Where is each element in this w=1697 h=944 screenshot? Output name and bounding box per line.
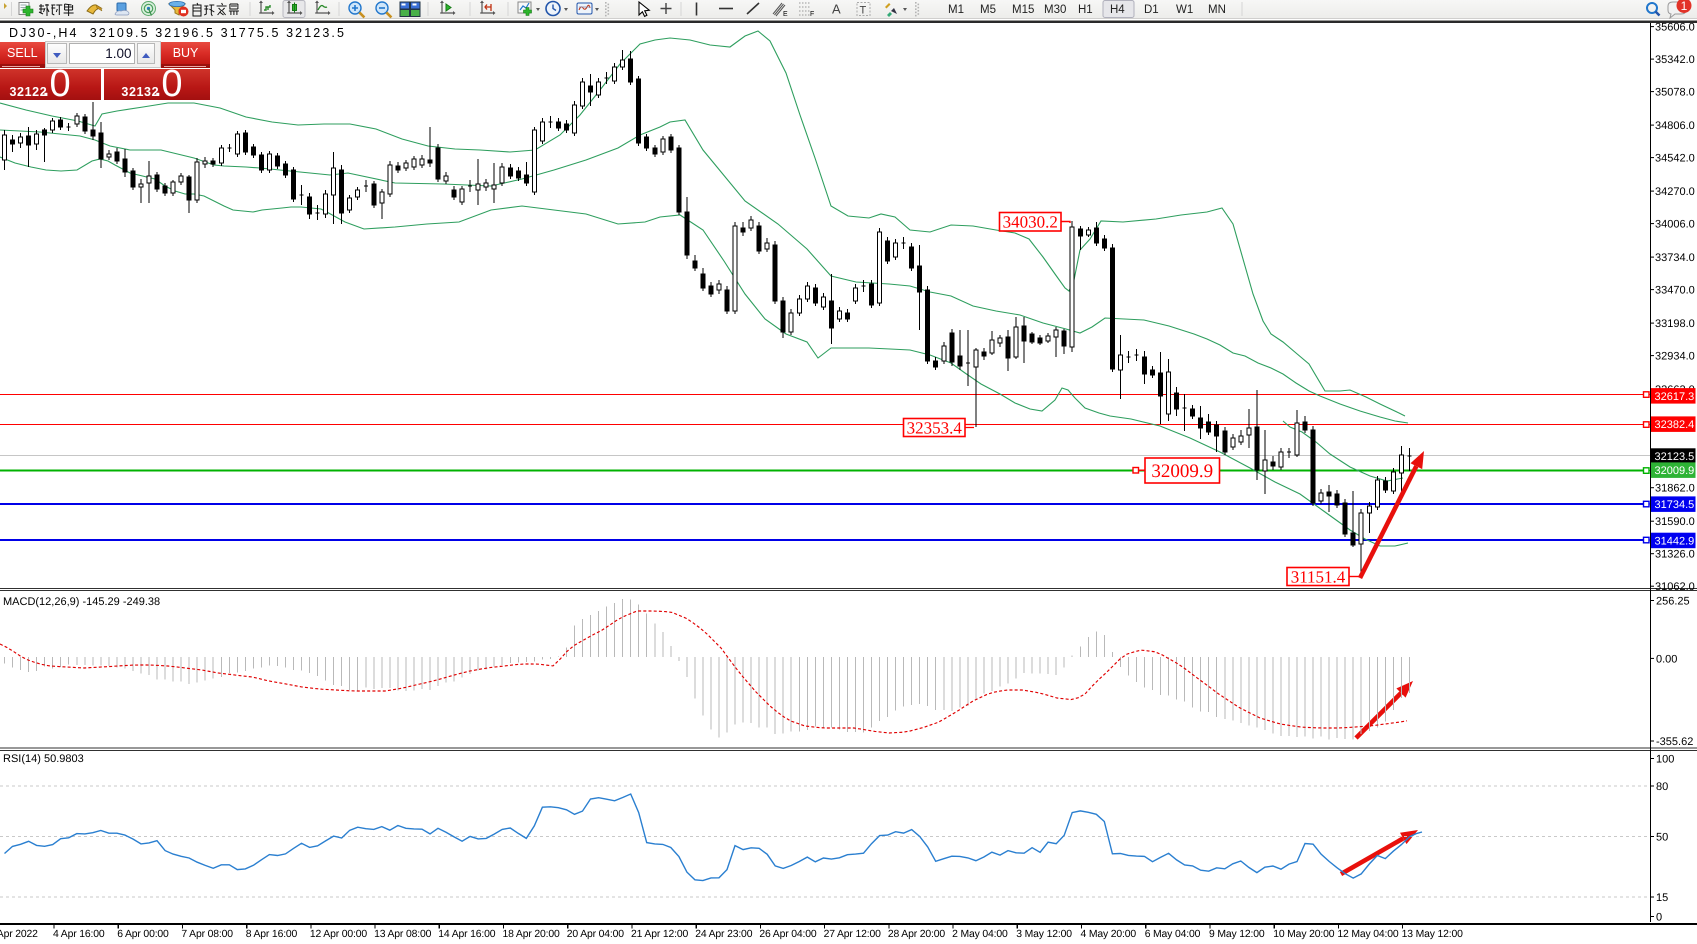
svg-text:32382.4: 32382.4: [1655, 419, 1695, 431]
svg-text:31151.4: 31151.4: [1291, 567, 1346, 586]
svg-text:1: 1: [1681, 0, 1688, 13]
svg-text:M15: M15: [1012, 4, 1034, 16]
svg-text:100: 100: [1656, 754, 1674, 766]
svg-text:6 May 04:00: 6 May 04:00: [1145, 929, 1201, 940]
svg-text:35342.0: 35342.0: [1655, 54, 1695, 66]
svg-text:21 Apr 12:00: 21 Apr 12:00: [631, 929, 689, 940]
svg-text:34030.2: 34030.2: [1003, 213, 1058, 232]
svg-text:20 Apr 04:00: 20 Apr 04:00: [567, 929, 625, 940]
svg-text:MN: MN: [1208, 4, 1226, 16]
svg-text:33470.0: 33470.0: [1655, 285, 1695, 297]
svg-text:-355.62: -355.62: [1656, 736, 1693, 748]
svg-text:D1: D1: [1144, 4, 1159, 16]
svg-text:32009.9: 32009.9: [1151, 461, 1213, 482]
svg-text:32934.0: 32934.0: [1655, 351, 1695, 363]
svg-text:9 May 12:00: 9 May 12:00: [1209, 929, 1265, 940]
svg-text:34270.0: 34270.0: [1655, 186, 1695, 198]
svg-text:1 Apr 2022: 1 Apr 2022: [0, 929, 38, 940]
svg-text:28 Apr 20:00: 28 Apr 20:00: [888, 929, 946, 940]
svg-text:50: 50: [1656, 832, 1668, 844]
svg-text:M30: M30: [1044, 4, 1066, 16]
svg-text:31734.5: 31734.5: [1655, 499, 1695, 511]
svg-text:T: T: [860, 5, 867, 17]
svg-text:31590.0: 31590.0: [1655, 516, 1695, 528]
svg-text:24 Apr 23:00: 24 Apr 23:00: [695, 929, 753, 940]
svg-text:33198.0: 33198.0: [1655, 318, 1695, 330]
svg-text:35078.0: 35078.0: [1655, 87, 1695, 99]
svg-text:8 Apr 16:00: 8 Apr 16:00: [246, 929, 298, 940]
svg-text:2 May 04:00: 2 May 04:00: [952, 929, 1008, 940]
svg-text:RSI(14) 50.9803: RSI(14) 50.9803: [3, 753, 84, 765]
svg-text:A: A: [832, 2, 841, 17]
svg-text:32353.4: 32353.4: [907, 418, 963, 437]
svg-text:13 Apr 08:00: 13 Apr 08:00: [374, 929, 432, 940]
svg-text:34806.0: 34806.0: [1655, 120, 1695, 132]
svg-text:MACD(12,26,9) -145.29 -249.38: MACD(12,26,9) -145.29 -249.38: [3, 596, 160, 608]
svg-text:26 Apr 04:00: 26 Apr 04:00: [759, 929, 817, 940]
svg-text:M5: M5: [980, 4, 996, 16]
svg-text:W1: W1: [1176, 4, 1193, 16]
svg-text:31326.0: 31326.0: [1655, 549, 1695, 561]
svg-text:F: F: [810, 11, 814, 18]
svg-text:15: 15: [1656, 892, 1668, 904]
svg-text:34542.0: 34542.0: [1655, 153, 1695, 165]
svg-text:32617.3: 32617.3: [1655, 391, 1695, 403]
svg-text:34006.0: 34006.0: [1655, 219, 1695, 231]
svg-text:35606.0: 35606.0: [1655, 22, 1695, 34]
svg-text:7 Apr 08:00: 7 Apr 08:00: [181, 929, 233, 940]
svg-text:18 Apr 20:00: 18 Apr 20:00: [503, 929, 561, 940]
svg-text:31862.0: 31862.0: [1655, 483, 1695, 495]
svg-text:31442.9: 31442.9: [1655, 535, 1695, 547]
svg-text:27 Apr 12:00: 27 Apr 12:00: [824, 929, 882, 940]
svg-text:32009.9: 32009.9: [1655, 465, 1695, 477]
svg-text:80: 80: [1656, 781, 1668, 793]
svg-text:M1: M1: [948, 4, 964, 16]
svg-text:31062.0: 31062.0: [1655, 581, 1695, 593]
svg-text:12 May 04:00: 12 May 04:00: [1337, 929, 1399, 940]
svg-text:6 Apr 00:00: 6 Apr 00:00: [117, 929, 169, 940]
svg-text:3 May 12:00: 3 May 12:00: [1016, 929, 1072, 940]
svg-text:H4: H4: [1110, 4, 1125, 16]
svg-text:0: 0: [1656, 912, 1662, 924]
svg-text:13 May 12:00: 13 May 12:00: [1402, 929, 1464, 940]
svg-text:4 Apr 16:00: 4 Apr 16:00: [53, 929, 105, 940]
svg-text:4 May 20:00: 4 May 20:00: [1081, 929, 1137, 940]
svg-text:33734.0: 33734.0: [1655, 252, 1695, 264]
svg-text:10 May 20:00: 10 May 20:00: [1273, 929, 1335, 940]
svg-text:12 Apr 00:00: 12 Apr 00:00: [310, 929, 368, 940]
svg-text:E: E: [783, 11, 788, 18]
svg-text:14 Apr 16:00: 14 Apr 16:00: [438, 929, 496, 940]
svg-text:0.00: 0.00: [1656, 653, 1677, 665]
svg-text:256.25: 256.25: [1656, 596, 1690, 608]
svg-text:H1: H1: [1078, 4, 1093, 16]
svg-text:32123.5: 32123.5: [1655, 451, 1695, 463]
